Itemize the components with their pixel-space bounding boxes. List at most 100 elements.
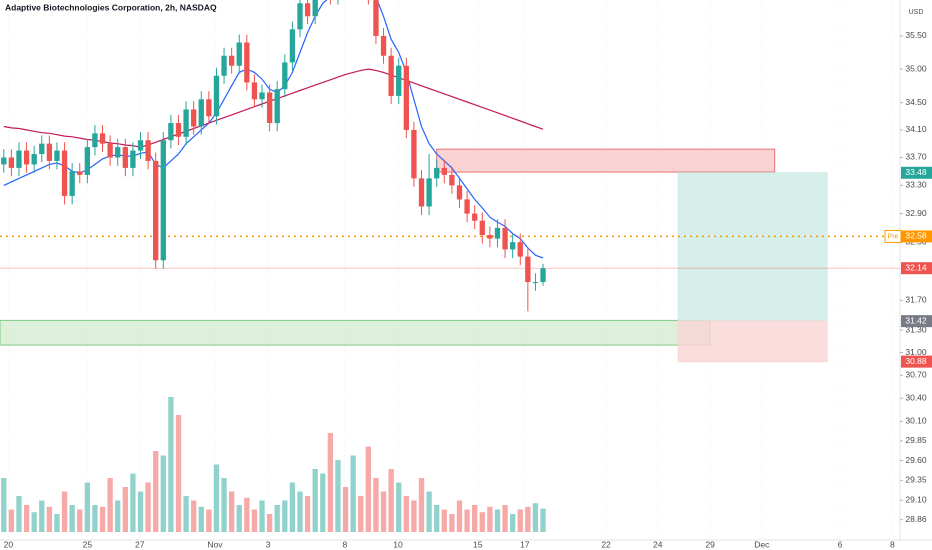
volume-bar [69, 505, 75, 532]
candle-body [213, 75, 220, 117]
y-tick-label: 34.10 [905, 124, 927, 134]
volume-bar [350, 455, 356, 532]
volume-bar [236, 505, 242, 532]
x-tick-label: 24 [653, 539, 663, 549]
candle-body [449, 174, 455, 186]
candle-body [464, 199, 470, 214]
volume-bar [449, 514, 455, 532]
x-tick-label: 29 [705, 539, 715, 549]
volume-bar [418, 478, 425, 532]
volume-bar [31, 512, 37, 532]
price-label-bg [901, 355, 932, 368]
volume-bar [487, 506, 493, 532]
y-tick-label: 30.40 [905, 392, 927, 402]
volume-bar [426, 491, 432, 532]
volume-bar [92, 505, 98, 532]
y-tick-label: 33.70 [905, 152, 927, 162]
candle-body [130, 150, 136, 168]
y-tick-label: 29.35 [905, 475, 927, 485]
volume-bar [107, 478, 113, 532]
volume-bar [403, 496, 409, 532]
volume-bar [373, 478, 379, 532]
volume-bar [228, 491, 235, 532]
candle-body [8, 157, 15, 168]
zone [677, 320, 828, 363]
chart-title: Adaptive Biotechnologies Corporation, 2h… [5, 2, 217, 12]
candle-body [540, 268, 546, 283]
price-label-bg [901, 166, 932, 179]
y-tick-label: 28.86 [905, 514, 927, 524]
volume-bar [502, 505, 508, 532]
zone [677, 172, 828, 322]
premarket-price-label-bg [901, 230, 932, 243]
candle-body [244, 42, 250, 83]
candle-body [228, 55, 235, 66]
candle-body [236, 42, 242, 66]
volume-bar [434, 505, 440, 532]
volume-bar [456, 500, 463, 532]
volume-bar [198, 506, 204, 532]
y-tick-label: 32.90 [905, 208, 927, 218]
volume-bar [39, 500, 45, 532]
volume-bar [251, 509, 258, 532]
volume-bar [206, 509, 212, 532]
zone [436, 148, 776, 173]
plot-area [0, 0, 900, 540]
candle-body [198, 99, 204, 127]
y-tick-label: 35.50 [905, 30, 927, 40]
volume-bar [145, 482, 151, 532]
price-label: 33.48 [905, 167, 927, 177]
x-tick-label: 8 [890, 539, 895, 549]
volume-bar [137, 491, 144, 532]
candle-body [441, 167, 447, 175]
volume-bar [153, 451, 159, 532]
volume-bar [183, 496, 189, 532]
candle-body [411, 129, 417, 179]
volume-bar [266, 514, 273, 532]
candle-body [517, 242, 523, 257]
volume-bar [84, 482, 90, 532]
candle-body [39, 143, 45, 155]
candle-body [77, 171, 83, 175]
volume-bar [282, 500, 288, 532]
candle-body [396, 65, 402, 96]
volume-bar [517, 509, 523, 532]
x-tick-label: 6 [838, 539, 843, 549]
volume-bar [297, 491, 303, 532]
candle-body [494, 227, 501, 239]
candle-body [115, 147, 121, 158]
y-tick-label: 35.00 [905, 63, 927, 73]
candle-body [380, 35, 387, 56]
candle-body [259, 92, 265, 100]
volume-bar [130, 473, 136, 532]
candle-body [122, 147, 128, 168]
volume-bar [259, 500, 265, 532]
candle-body [99, 133, 106, 144]
candle-body [479, 220, 485, 236]
candle-body [289, 29, 296, 63]
y-tick-label: 30.70 [905, 370, 927, 380]
candle-body [46, 143, 53, 161]
y-tick-label: 31.00 [905, 347, 927, 357]
candle-body [304, 3, 311, 17]
volume-bar [61, 491, 68, 532]
candle-body [502, 227, 508, 250]
y-tick-label: 31.70 [905, 295, 927, 305]
volume-bar [221, 478, 227, 532]
premarket-tag-text: Pre [888, 233, 899, 240]
volume-bar [289, 482, 296, 532]
volume-bar [365, 446, 372, 532]
x-tick-label: 8 [342, 539, 347, 549]
volume-bar [77, 509, 83, 532]
candle-body [69, 171, 75, 196]
candle-body [487, 235, 493, 239]
candle-body [418, 178, 425, 207]
candle-body [388, 55, 394, 96]
x-tick-label: 27 [135, 539, 145, 549]
candle-body [168, 123, 174, 141]
volume-bar [213, 464, 220, 532]
y-tick-label: 34.50 [905, 97, 927, 107]
price-label: 30.88 [905, 356, 927, 366]
candle-body [175, 123, 182, 137]
